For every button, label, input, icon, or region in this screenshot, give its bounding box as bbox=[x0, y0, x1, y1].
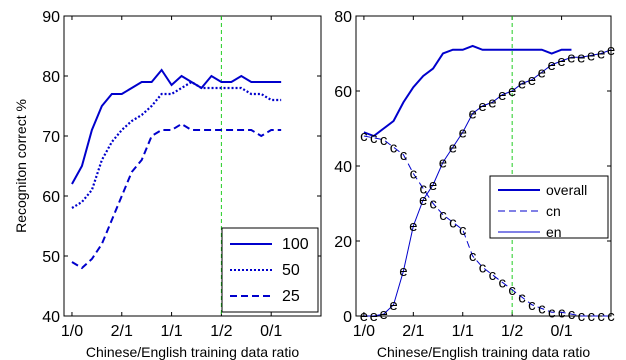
chart2-point-marker: c bbox=[489, 267, 497, 284]
chart1-series-50-line bbox=[71, 80, 282, 209]
chart2-point-marker: c bbox=[380, 132, 388, 149]
chart2-point-marker: e bbox=[518, 76, 526, 93]
chart2-point-marker: c bbox=[419, 181, 427, 198]
chart1-series-100-line bbox=[71, 68, 282, 185]
chart1-xtick-label: 1/0 bbox=[61, 323, 83, 340]
chart2-point-marker: c bbox=[548, 304, 556, 321]
chart2-series-en-line bbox=[363, 49, 612, 317]
chart2-point-marker: c bbox=[469, 248, 477, 265]
chart2-point-marker: c bbox=[390, 139, 398, 156]
chart2-plot-area bbox=[355, 15, 612, 317]
chart1-xtick-label: 1/2 bbox=[210, 323, 232, 340]
chart2-ytick-label: 40 bbox=[334, 159, 352, 176]
chart2-point-marker: c bbox=[518, 289, 526, 306]
chart2-point-marker: c bbox=[538, 301, 546, 318]
chart2-series-overall-line bbox=[363, 44, 572, 138]
chart2-point-marker: e bbox=[587, 47, 595, 64]
chart2-xtick-label: 1/1 bbox=[452, 323, 474, 340]
chart1-series-25-line bbox=[71, 122, 282, 270]
chart2-point-marker: c bbox=[578, 308, 586, 325]
chart2-xtick-label: 2/1 bbox=[402, 323, 424, 340]
chart1-ytick-label: 60 bbox=[42, 189, 60, 206]
chart1-xtick-label: 1/1 bbox=[160, 323, 182, 340]
chart2-legend-label-en: en bbox=[546, 224, 562, 240]
chart1-ytick-label: 50 bbox=[42, 249, 60, 266]
chart2-point-marker: e bbox=[399, 263, 407, 280]
chart2-point-marker: e bbox=[557, 53, 565, 70]
chart2-series-cn-line bbox=[363, 135, 611, 317]
chart2-xtick-label: 0/1 bbox=[550, 323, 572, 340]
chart2-ytick-label: 60 bbox=[334, 84, 352, 101]
chart2-ytick-label: 80 bbox=[334, 9, 352, 26]
chart2-point-marker: c bbox=[360, 128, 368, 145]
chart2-x-axis-label: Chinese/English training data ratio bbox=[377, 344, 590, 360]
chart2-point-marker: e bbox=[389, 297, 397, 314]
chart2-point-marker: c bbox=[499, 274, 507, 291]
chart1-legend-label-25: 25 bbox=[282, 288, 300, 305]
chart2-point-marker: e bbox=[488, 94, 496, 111]
chart2-point-marker: e bbox=[478, 98, 486, 115]
chart2-point-marker: e bbox=[419, 192, 427, 209]
chart2-point-marker: e bbox=[409, 218, 417, 235]
chart2-point-marker: c bbox=[479, 259, 487, 276]
chart1-xtick-label: 0/1 bbox=[260, 323, 282, 340]
chart2-xtick-label: 1/2 bbox=[501, 323, 523, 340]
chart1-x-axis-label: Chinese/English training data ratio bbox=[86, 344, 299, 360]
chart2-point-marker: e bbox=[577, 49, 585, 66]
chart1-ytick-label: 40 bbox=[42, 309, 60, 326]
chart2-point-marker: c bbox=[459, 222, 467, 239]
chart2-point-marker: c bbox=[370, 130, 378, 147]
chart2-point-marker: e bbox=[508, 83, 516, 100]
chart1-legend-label-50: 50 bbox=[282, 262, 300, 279]
chart2-point-marker: c bbox=[568, 306, 576, 323]
chart2-point-marker: e bbox=[528, 72, 536, 89]
chart2-point-marker: e bbox=[538, 64, 546, 81]
chart2-point-marker: e bbox=[468, 106, 476, 123]
chart2-xtick-label: 1/0 bbox=[353, 323, 375, 340]
chart2-point-marker: c bbox=[587, 308, 595, 325]
chart2-point-marker: c bbox=[400, 147, 408, 164]
chart2-point-marker: e bbox=[449, 139, 457, 156]
chart2-point-marker: e bbox=[498, 87, 506, 104]
chart2-legend-label-overall: overall bbox=[546, 182, 587, 198]
chart2-point-marker: c bbox=[429, 196, 437, 213]
chart2-point-marker: c bbox=[558, 304, 566, 321]
chart1-legend-label-100: 100 bbox=[282, 236, 309, 253]
chart2-ytick-label: 0 bbox=[343, 309, 352, 326]
chart2-legend bbox=[489, 175, 609, 239]
chart2-point-marker: e bbox=[607, 42, 615, 59]
chart1-ytick-label: 90 bbox=[42, 9, 60, 26]
chart1-ytick-label: 70 bbox=[42, 129, 60, 146]
chart2-point-marker: c bbox=[607, 308, 615, 325]
chart1-ytick-label: 80 bbox=[42, 69, 60, 86]
chart2-legend-label-cn: cn bbox=[546, 203, 561, 219]
chart1-xtick-label: 2/1 bbox=[111, 323, 133, 340]
chart2-point-marker: e bbox=[360, 308, 368, 325]
chart2-ytick-label: 20 bbox=[334, 234, 352, 251]
chart2-point-marker: e bbox=[370, 308, 378, 325]
chart2-point-marker: e bbox=[439, 154, 447, 171]
chart2-point-marker: e bbox=[548, 57, 556, 74]
chart2-point-marker: e bbox=[429, 177, 437, 194]
chart2-point-marker: e bbox=[459, 124, 467, 141]
chart2-point-marker: c bbox=[508, 282, 516, 299]
chart2-point-marker: c bbox=[410, 166, 418, 183]
chart2-point-marker: c bbox=[449, 214, 457, 231]
chart1-y-axis-label: Recogniton correct % bbox=[13, 99, 29, 233]
chart2-point-marker: c bbox=[528, 297, 536, 314]
chart2-point-marker: c bbox=[597, 308, 605, 325]
chart2-point-marker: e bbox=[567, 49, 575, 66]
chart2-point-marker: c bbox=[439, 207, 447, 224]
chart2-point-marker: e bbox=[597, 46, 605, 63]
chart2-point-marker: e bbox=[380, 306, 388, 323]
